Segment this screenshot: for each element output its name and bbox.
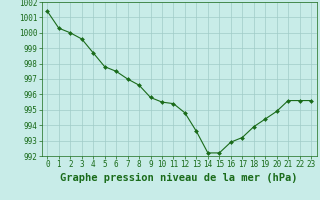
X-axis label: Graphe pression niveau de la mer (hPa): Graphe pression niveau de la mer (hPa) xyxy=(60,173,298,183)
